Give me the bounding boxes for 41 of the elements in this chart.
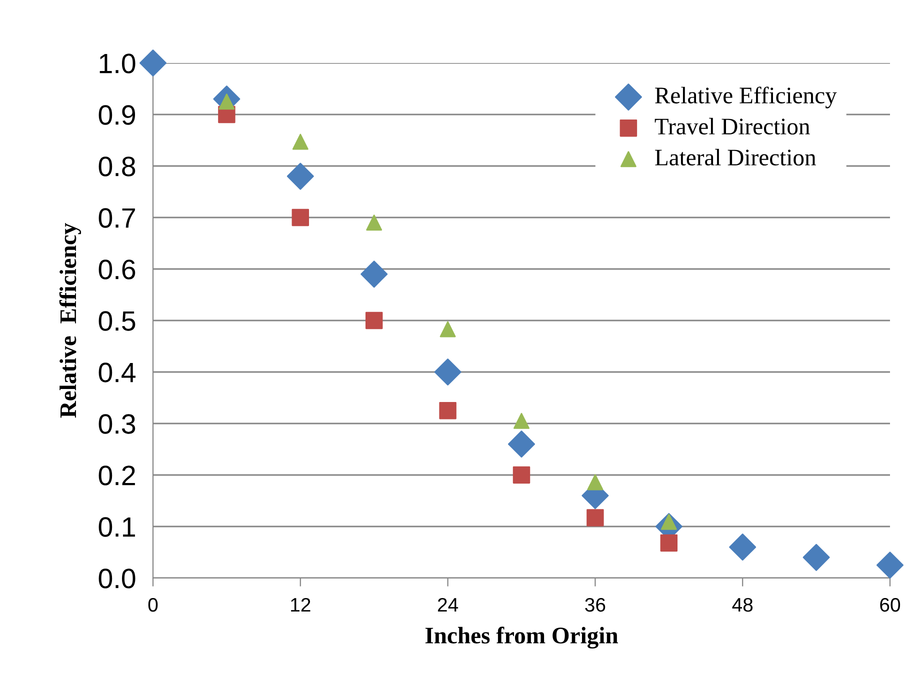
- point: [140, 50, 166, 76]
- y-tick-label: 0.6: [98, 260, 136, 280]
- x-tick-label: 36: [585, 598, 606, 612]
- x-axis-title: Inches from Origin: [425, 626, 618, 649]
- point: [286, 162, 314, 190]
- point: [729, 534, 756, 561]
- x-tick-label: 0: [148, 598, 158, 612]
- y-tick-label: 0.3: [98, 414, 136, 434]
- point: [876, 552, 904, 579]
- point: [366, 214, 382, 231]
- point: [365, 312, 383, 330]
- point: [587, 474, 604, 490]
- x-tick-label: 48: [732, 598, 753, 612]
- y-tick-label: 1.0: [100, 54, 136, 74]
- y-tick-label: 0.7: [98, 208, 135, 228]
- point: [440, 321, 456, 338]
- x-tick-label: 12: [291, 598, 310, 612]
- x-tick-label: 60: [880, 598, 900, 612]
- point: [439, 402, 456, 420]
- point: [802, 544, 830, 571]
- point: [508, 430, 535, 458]
- y-axis-title: Relative Efficiency: [59, 223, 82, 418]
- legend-label: Lateral Direction: [655, 148, 816, 166]
- point: [292, 208, 310, 226]
- y-tick-label: 0.8: [98, 156, 136, 176]
- point: [514, 412, 530, 429]
- legend-label: Travel Direction: [654, 118, 810, 135]
- point: [434, 358, 462, 386]
- point: [292, 134, 308, 150]
- point: [360, 260, 388, 288]
- y-tick-label: 0.1: [98, 517, 135, 537]
- point: [586, 509, 604, 526]
- x-tick-label: 24: [438, 598, 458, 612]
- legend-label: Relative Efficiency: [655, 86, 837, 108]
- y-tick-label: 0.5: [98, 311, 136, 331]
- point: [660, 534, 678, 552]
- y-tick-label: 0.4: [98, 362, 136, 382]
- point: [512, 466, 530, 484]
- y-tick-label: 0.9: [98, 105, 136, 125]
- y-tick-label: 0.0: [98, 568, 136, 588]
- y-tick-label: 0.2: [98, 466, 135, 486]
